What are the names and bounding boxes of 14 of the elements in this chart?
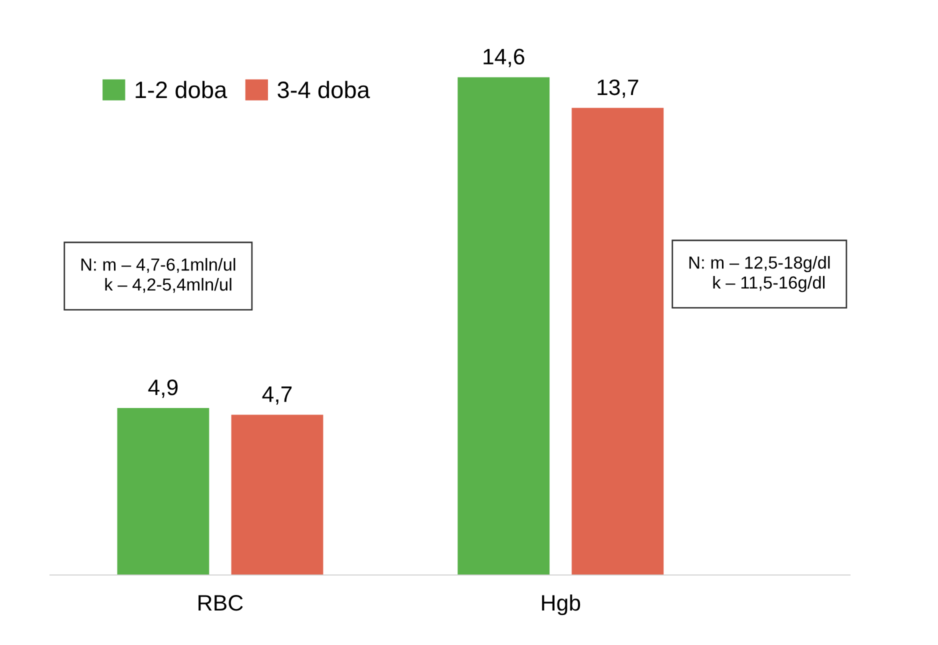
- data-label: 13,7: [598, 79, 638, 98]
- legend-label: 1-2 doba: [136, 80, 228, 98]
- x-tick-label: RBC: [198, 595, 243, 611]
- data-label: 14,6: [484, 48, 524, 68]
- bar: [231, 414, 324, 575]
- bar: [572, 108, 664, 575]
- bar: [117, 408, 210, 575]
- bar: [458, 77, 550, 575]
- annotation: N: m – 4,7-6,1mln/ul k – 4,2-5,4mln/ul: [81, 258, 236, 293]
- x-tick-label: Hgb: [542, 594, 580, 616]
- data-label: 4,7: [262, 386, 292, 405]
- annotation: N: m – 12,5-18g/dl k – 11,5-16g/dl: [689, 256, 830, 292]
- legend-label: 3-4 doba: [278, 80, 370, 98]
- data-label: 4,9: [148, 379, 178, 398]
